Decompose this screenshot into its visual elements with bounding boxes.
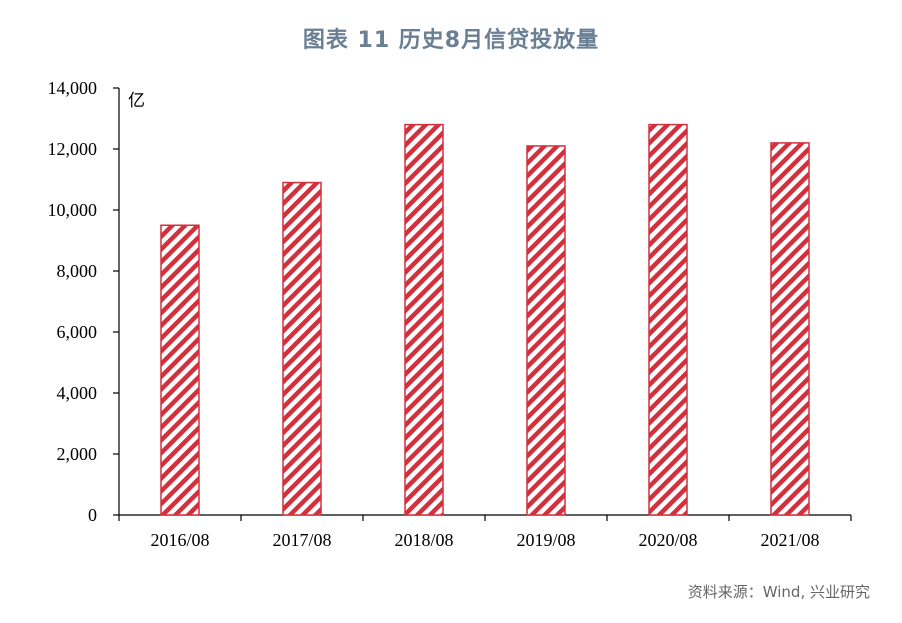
y-tick-label: 0 <box>88 505 97 525</box>
source-note: 资料来源：Wind, 兴业研究 <box>687 583 870 601</box>
bar-2017-08 <box>282 181 322 516</box>
x-tick-label: 2019/08 <box>516 530 575 550</box>
bar-2018-08 <box>404 123 444 516</box>
x-tick-label: 2018/08 <box>394 530 453 550</box>
x-tick-label: 2016/08 <box>150 530 209 550</box>
x-tick-label: 2021/08 <box>760 530 819 550</box>
bar-2020-08 <box>648 123 688 516</box>
x-axis: 2016/08 2017/08 2018/08 2019/08 2020/08 2021/… <box>118 514 852 550</box>
y-tick-label: 8,000 <box>57 261 98 281</box>
bar-2016-08 <box>160 224 200 516</box>
x-tick-label: 2020/08 <box>638 530 697 550</box>
y-tick-label: 6,000 <box>57 322 98 342</box>
y-tick-label: 12,000 <box>48 139 98 159</box>
bar-2021-08 <box>770 142 810 516</box>
y-tick-label: 14,000 <box>48 78 98 98</box>
chart-title: 图表 11 历史8月信贷投放量 <box>302 28 600 53</box>
y-tick-label: 10,000 <box>48 200 98 220</box>
x-tick-label: 2017/08 <box>272 530 331 550</box>
bar-2019-08 <box>526 145 566 516</box>
y-tick-label: 2,000 <box>57 444 98 464</box>
y-unit-label: 亿 <box>128 91 145 111</box>
bars <box>160 123 810 516</box>
y-tick-label: 4,000 <box>57 383 98 403</box>
y-axis: 0 2,000 4,000 6,000 8,000 10,000 12,000 14,000 <box>48 78 120 525</box>
